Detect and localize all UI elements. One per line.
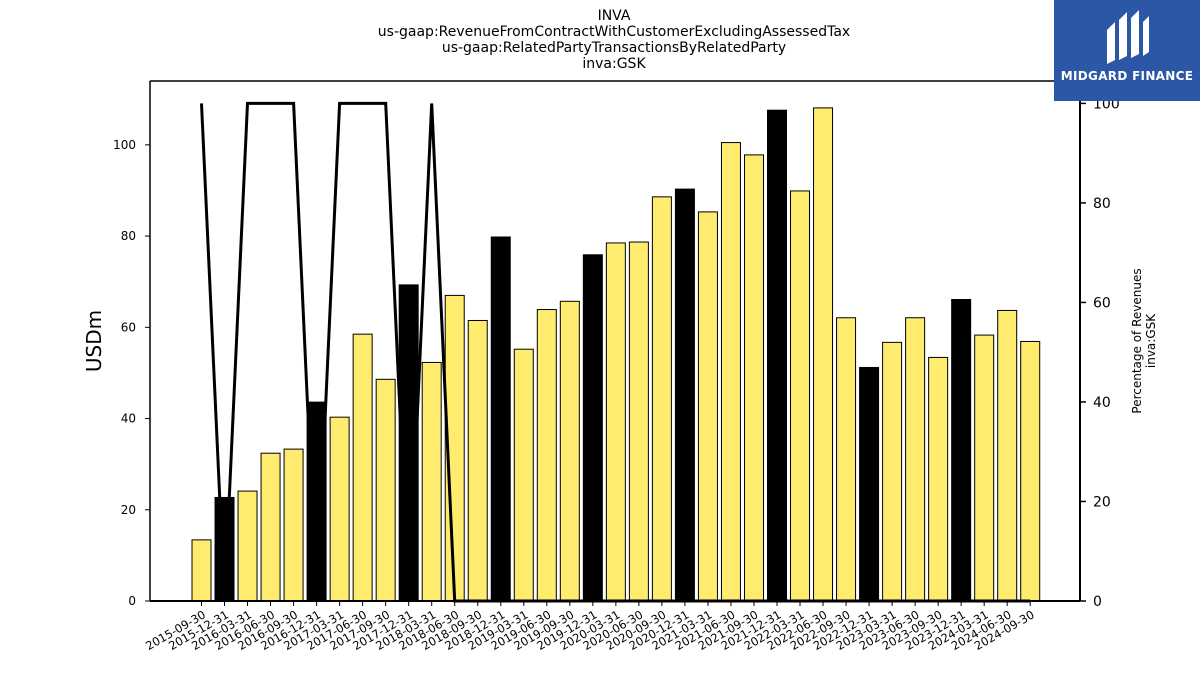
- y-tick-label-right-0: 0: [1093, 594, 1102, 610]
- bar-2016-06-30: [260, 452, 281, 602]
- y-axis-right-label: Percentage of Revenues inva:GSK: [1130, 268, 1158, 413]
- bar-2018-09-30: [467, 319, 488, 602]
- bar-2017-09-30: [375, 378, 396, 602]
- y-axis-right-label-line-2: inva:GSK: [1144, 313, 1158, 368]
- axes: [149, 80, 1081, 602]
- y-tick-label-right-80: 80: [1093, 196, 1111, 212]
- brand-logo-text: MIDGARD FINANCE: [1060, 69, 1194, 83]
- bar-2023-09-30: [928, 356, 949, 602]
- bar-2024-03-31: [974, 334, 995, 602]
- bar-2024-06-30: [997, 309, 1018, 602]
- bar-2017-03-31: [329, 416, 350, 602]
- bar-2020-06-30: [628, 241, 649, 602]
- bar-2020-03-31: [605, 242, 626, 602]
- x-axis-ticks: 2015-09-302015-12-312016-03-312016-06-30…: [143, 601, 1037, 653]
- bar-2023-03-31: [882, 341, 903, 602]
- bar-2021-12-31: [767, 109, 787, 602]
- bar-2021-06-30: [720, 142, 741, 602]
- bar-2015-09-30: [191, 539, 212, 602]
- y-axis-right-label-line-1: Percentage of Revenues: [1130, 268, 1144, 413]
- bar-2018-12-31: [490, 236, 511, 602]
- y-tick-label-left-60: 60: [121, 320, 136, 334]
- bar-2022-12-31: [859, 366, 880, 602]
- bar-2021-03-31: [697, 211, 718, 602]
- bar-2016-03-31: [237, 490, 258, 602]
- chart-title-line-2: us-gaap:RevenueFromContractWithCustomerE…: [378, 24, 850, 40]
- y-tick-label-right-60: 60: [1093, 295, 1111, 311]
- bar-2017-06-30: [352, 333, 373, 602]
- chart-title-line-4: inva:GSK: [582, 56, 646, 72]
- y-tick-label-left-40: 40: [121, 412, 136, 426]
- bar-2016-09-30: [283, 448, 304, 602]
- y-axis-left-ticks: 0 20 40 60 80 100: [113, 138, 150, 608]
- bar-2020-09-30: [651, 196, 672, 602]
- bar-2020-12-31: [674, 188, 695, 602]
- bar-2019-12-31: [582, 254, 603, 602]
- bar-series: [191, 107, 1041, 602]
- chart-title-line-3: us-gaap:RelatedPartyTransactionsByRelate…: [442, 40, 786, 56]
- bar-2019-06-30: [536, 309, 557, 602]
- y-tick-label-left-20: 20: [121, 503, 136, 517]
- bar-2023-06-30: [905, 317, 926, 602]
- bar-2018-03-31: [421, 361, 442, 602]
- bar-2023-12-31: [951, 298, 972, 602]
- y-tick-label-left-0: 0: [128, 594, 136, 608]
- y-tick-label-left-80: 80: [121, 229, 136, 243]
- bar-2022-09-30: [836, 317, 857, 602]
- bar-2019-09-30: [559, 300, 580, 602]
- bar-2022-06-30: [813, 107, 834, 602]
- y-tick-label-right-40: 40: [1093, 395, 1111, 411]
- brand-logo-icon: [1107, 10, 1149, 64]
- bar-2024-09-30: [1020, 340, 1041, 602]
- brand-logo: MIDGARD FINANCE: [1054, 0, 1200, 101]
- chart-title-line-1: INVA: [598, 8, 631, 24]
- bar-2021-09-30: [743, 154, 764, 602]
- chart-title: INVA us-gaap:RevenueFromContractWithCust…: [378, 8, 850, 72]
- bar-2022-03-31: [790, 190, 811, 602]
- bar-2019-03-31: [513, 348, 534, 602]
- y-tick-label-right-20: 20: [1093, 494, 1111, 510]
- y-axis-left-label: USDm: [82, 310, 106, 372]
- y-tick-label-left-100: 100: [113, 138, 136, 152]
